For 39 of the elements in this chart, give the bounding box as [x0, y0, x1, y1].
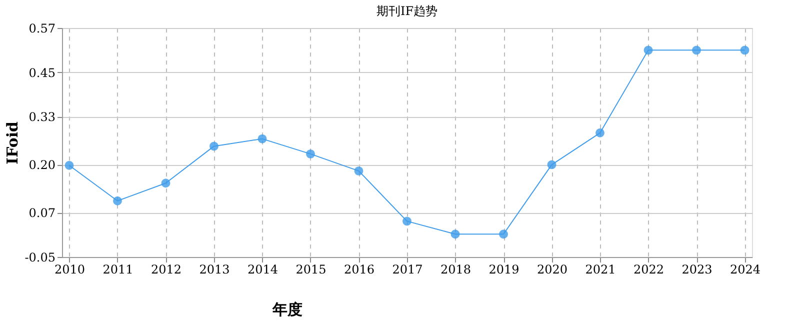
x-tick-label: 2011	[102, 262, 134, 276]
point	[596, 128, 604, 138]
x-tick-label: 2014	[247, 262, 278, 276]
x-tick-label: 2018	[440, 262, 472, 276]
x-tick-label: 2024	[730, 262, 761, 276]
point	[113, 196, 122, 206]
x-tick-label: 2010	[54, 262, 86, 276]
y-tick-label: 0.45	[28, 66, 56, 80]
point	[692, 46, 701, 55]
point	[402, 216, 412, 226]
x-tick-label: 2016	[344, 262, 375, 276]
y-tick-label: 0.07	[28, 206, 56, 220]
x-tick-label: 2019	[488, 262, 520, 276]
point	[210, 142, 218, 151]
point	[740, 46, 750, 55]
y-tick-label: 0.20	[28, 158, 56, 172]
y-tick-label: 0.33	[28, 110, 56, 124]
x-tick-label: 2022	[633, 262, 664, 276]
point	[161, 178, 170, 188]
point	[450, 230, 460, 239]
point	[644, 46, 653, 55]
y-tick-label: -0.05	[24, 250, 56, 264]
x-axis-title: 年度	[272, 300, 302, 318]
x-tick-label: 2017	[392, 262, 423, 276]
point	[354, 166, 364, 176]
chart-title: 期刊IF趋势	[376, 4, 438, 18]
x-tick-label: 2013	[199, 262, 230, 276]
point	[547, 160, 556, 170]
point	[499, 230, 508, 239]
x-tick-label: 2012	[150, 262, 182, 276]
x-tick-label: 2015	[296, 262, 326, 276]
point	[64, 160, 74, 170]
y-axis-title: IFoid	[4, 120, 22, 165]
y-tick-label: 0.57	[28, 22, 56, 36]
x-tick-label: 2020	[536, 262, 568, 276]
x-tick-label: 2023	[682, 262, 712, 276]
point	[306, 149, 315, 158]
point	[258, 134, 267, 144]
x-tick-label: 2021	[585, 262, 616, 276]
